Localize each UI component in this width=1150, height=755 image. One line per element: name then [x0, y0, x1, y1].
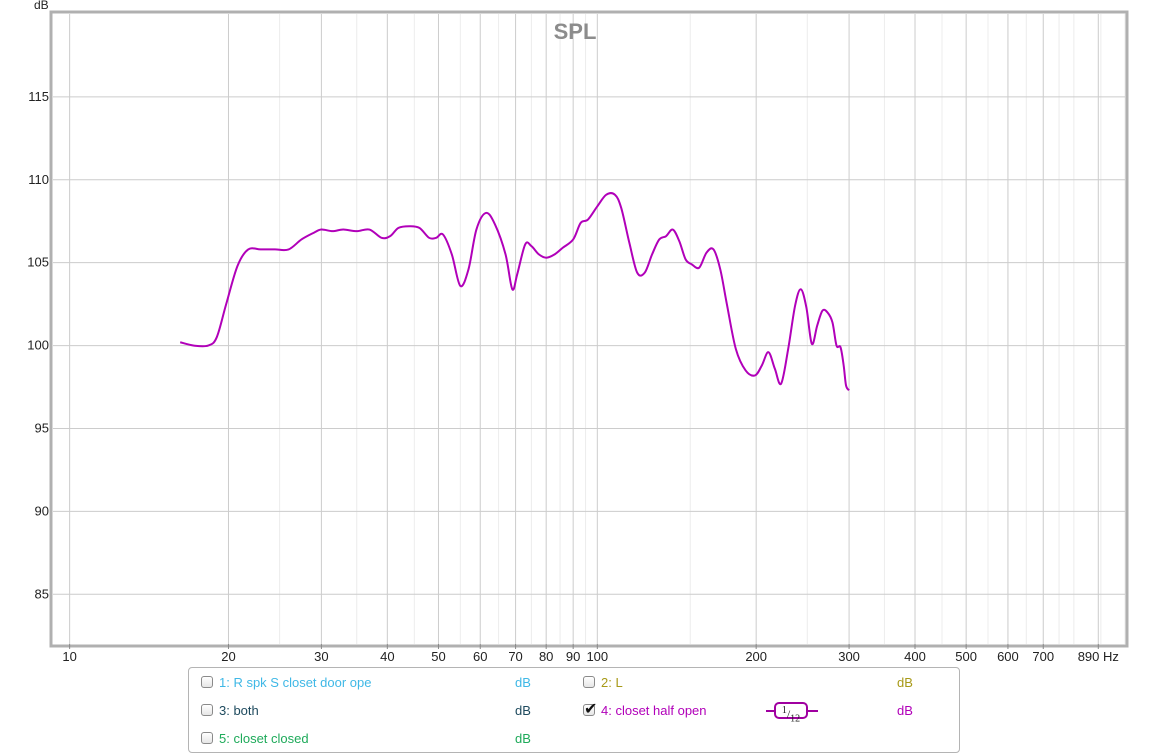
- legend-unit-2: dB: [897, 675, 913, 690]
- legend-checkbox-2[interactable]: [583, 676, 595, 688]
- legend-unit-1: dB: [515, 675, 531, 690]
- legend-checkbox-1[interactable]: [201, 676, 213, 688]
- x-tick-label-8: 90: [566, 649, 580, 664]
- x-tick-label-3: 40: [380, 649, 394, 664]
- grid: [53, 14, 1126, 644]
- x-tick-label-5: 60: [473, 649, 487, 664]
- legend-checkbox-3[interactable]: [201, 704, 213, 716]
- x-tick-label-4: 50: [431, 649, 445, 664]
- smoothing-denominator: 12: [790, 713, 801, 725]
- legend-label-4: 4: closet half open: [601, 703, 707, 718]
- x-tick-label-11: 300: [838, 649, 860, 664]
- tick-labels: 10 20 30 40 50 60 70 80 90 100 200 300 400 500 600 700 8…: [27, 89, 1119, 664]
- legend-checkbox-5[interactable]: [201, 732, 213, 744]
- smoothing-fraction: 1/12: [774, 702, 808, 724]
- legend-panel: 1: R spk S closet door ope dB 2: L dB 3:…: [188, 667, 960, 753]
- legend-label-5: 5: closet closed: [219, 731, 309, 746]
- legend-label-3: 3: both: [219, 703, 259, 718]
- y-tick-label-2: 95: [35, 420, 49, 435]
- x-tick-label-12: 400: [904, 649, 926, 664]
- x-tick-label-16: 890 Hz: [1078, 649, 1119, 664]
- checkmark-icon: ✔: [584, 699, 598, 718]
- x-tick-label-13: 500: [955, 649, 977, 664]
- legend-unit-5: dB: [515, 731, 531, 746]
- legend-label-2: 2: L: [601, 675, 623, 690]
- spl-chart: 10 20 30 40 50 60 70 80 90 100 200 300 400 500 600 700 8…: [27, 0, 1129, 664]
- x-tick-label-2: 30: [314, 649, 328, 664]
- x-tick-label-7: 80: [539, 649, 553, 664]
- y-tick-label-4: 105: [27, 255, 49, 270]
- smoothing-selector[interactable]: 1/12: [766, 700, 818, 724]
- plot-area: [53, 14, 1125, 644]
- chart-title: SPL: [554, 19, 597, 44]
- y-tick-label-5: 110: [28, 172, 49, 187]
- y-axis-unit: dB: [34, 0, 49, 12]
- legend-unit-3: dB: [515, 703, 531, 718]
- plot-frame-shadow: [49, 10, 1129, 648]
- y-tick-label-1: 90: [35, 503, 49, 518]
- y-tick-label-0: 85: [35, 586, 49, 601]
- y-tick-label-3: 100: [27, 338, 49, 353]
- smoothing-numerator: 1: [781, 705, 787, 716]
- legend-checkbox-4[interactable]: ✔: [583, 700, 597, 718]
- x-tick-label-1: 20: [221, 649, 235, 664]
- x-tick-label-10: 200: [745, 649, 767, 664]
- y-tick-label-6: 115: [28, 89, 49, 104]
- legend-label-1: 1: R spk S closet door ope: [219, 675, 372, 690]
- series-line-0: [179, 192, 850, 391]
- smoothing-line-right: [808, 710, 818, 712]
- series-lines: [179, 192, 850, 391]
- x-tick-label-6: 70: [508, 649, 522, 664]
- x-tick-label-15: 700: [1032, 649, 1054, 664]
- legend-unit-4: dB: [897, 703, 913, 718]
- smoothing-line-left: [766, 710, 776, 712]
- x-tick-label-14: 600: [997, 649, 1019, 664]
- x-tick-label-9: 100: [586, 649, 608, 664]
- x-tick-label-0: 10: [62, 649, 76, 664]
